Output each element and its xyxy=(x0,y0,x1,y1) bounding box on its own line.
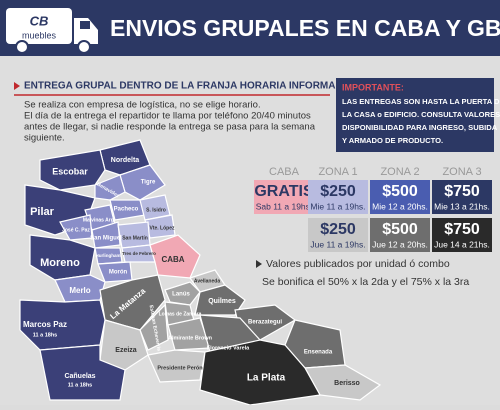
intro-line: El día de la entrega el repartidor te ll… xyxy=(24,111,311,122)
note-arrow xyxy=(256,260,262,268)
logo-text: muebles xyxy=(22,30,57,40)
schedule: Jue 14 a 21hs. xyxy=(434,239,490,249)
note: Valores publicados por unidad ó combo xyxy=(266,258,450,270)
region-label: Florencio Varela xyxy=(207,345,250,351)
region-label: Ezeiza xyxy=(115,347,137,354)
region-label: Berisso xyxy=(334,380,360,387)
region-label: Ensenada xyxy=(304,350,333,356)
region-label: Avellaneda xyxy=(194,278,220,284)
intro-line: Se realiza con empresa de logística, no … xyxy=(24,100,261,111)
schedule: Jue 12 a 20hs. xyxy=(372,239,428,249)
price-cell xyxy=(432,180,492,214)
region-label: Quilmes xyxy=(208,298,236,305)
price-cell xyxy=(370,180,430,214)
map-region xyxy=(194,284,246,316)
price: $500 xyxy=(382,183,418,200)
price-cell xyxy=(308,180,368,214)
map-region xyxy=(19,299,106,351)
price: $250 xyxy=(320,183,356,200)
price-cell xyxy=(308,218,368,252)
notice-text: LAS ENTREGAS SON HASTA LA PUERTA DE LA CA… xyxy=(342,97,500,145)
intro-line: siguiente. xyxy=(24,133,65,144)
region-schedule: 11 a 18hs xyxy=(68,382,92,388)
region-label: Malvinas Arg. xyxy=(83,217,116,223)
price: $750 xyxy=(444,221,480,238)
map-region xyxy=(94,174,126,201)
region-label: San Martín xyxy=(122,235,148,241)
schedule: Mie 13 a 21hs. xyxy=(434,201,490,211)
region-label: José C. Paz xyxy=(62,227,90,233)
schedule: Mie 11 a 19hs. xyxy=(310,201,365,211)
region-label: CABA xyxy=(161,255,184,264)
map-region xyxy=(164,281,201,306)
price-cell xyxy=(254,180,314,214)
intro-text: Se realiza con empresa de logística, no … xyxy=(24,100,316,144)
region-label: Pilar xyxy=(30,206,55,218)
zone-header: ZONA 3 xyxy=(442,166,481,178)
price-cell xyxy=(370,218,430,252)
region-label: Escobar xyxy=(52,166,88,176)
logo-mark: CB xyxy=(30,13,49,28)
map-region xyxy=(99,319,149,371)
notice-line: LA CASA o EDIFICIO. CONSULTA VALORES Y xyxy=(342,110,500,119)
map-region xyxy=(147,349,206,383)
zone-header: ZONA 1 xyxy=(318,166,357,178)
region-label: Tigre xyxy=(141,180,156,186)
region-label: Hurlingham xyxy=(95,253,120,258)
price: $750 xyxy=(444,183,480,200)
region-label: La Plata xyxy=(247,373,286,384)
region-label: Berazategui xyxy=(248,320,282,326)
notice-line: LAS ENTREGAS SON HASTA LA PUERTA DE xyxy=(342,97,500,106)
price: $250 xyxy=(320,221,356,238)
page-title: ENVIOS GRUPALES EN CABA Y GBA xyxy=(110,15,500,41)
notes: Valores publicados por unidad ó combo Se … xyxy=(256,258,469,288)
region-label: Nordelta xyxy=(111,157,140,164)
region-label: Vte. López xyxy=(149,225,175,231)
zone-header: CABA xyxy=(269,166,300,178)
intro-line: antes de llegar, si nadie responde la en… xyxy=(24,122,316,133)
region-label: Lanús xyxy=(172,292,190,298)
schedule: Sab 11 a 19hs. xyxy=(256,201,313,211)
schedule: Jue 11 a 19hs. xyxy=(310,239,365,249)
price-cell xyxy=(432,218,492,252)
notice-title: IMPORTANTE: xyxy=(342,82,404,92)
map-region xyxy=(139,303,169,351)
region-schedule: 11 a 18hs xyxy=(33,332,57,338)
zone-header: ZONA 2 xyxy=(380,166,419,178)
region-label: Merlo xyxy=(69,286,90,295)
region-label: Tres de Febrero xyxy=(122,251,156,256)
map-region xyxy=(39,344,126,401)
region-label: Cañuelas xyxy=(64,373,95,380)
map-region xyxy=(199,339,321,406)
region-label: Almirante Brown xyxy=(168,335,213,341)
heading-arrow xyxy=(14,82,20,90)
price: GRATIS xyxy=(254,183,314,200)
map-region xyxy=(91,221,121,249)
region-label: Lomas de Zamora xyxy=(159,311,202,317)
region-label: Marcos Paz xyxy=(23,320,67,329)
notice-line: Y ARMADO DE PRODUCTO. xyxy=(342,136,443,145)
region-label: Pacheco xyxy=(114,207,139,213)
region-label: S. Isidro xyxy=(146,207,166,213)
notice-box xyxy=(336,78,494,152)
region-label: Moreno xyxy=(40,257,80,269)
map-region xyxy=(59,214,93,241)
region-label: Presidente Perón xyxy=(157,365,203,371)
region-label: Morón xyxy=(109,270,128,276)
section-heading: ENTREGA GRUPAL DENTRO DE LA FRANJA HORAR… xyxy=(24,81,350,92)
notice-line: DISPONIBILIDAD PARA INGRESO, SUBIDA xyxy=(342,123,498,132)
note: Se bonifica el 50% x la 2da y el 75% x l… xyxy=(262,276,469,288)
schedule: Mie 12 a 20hs. xyxy=(372,201,428,211)
truck-logo xyxy=(6,8,98,54)
region-label: San Miguel xyxy=(90,236,122,242)
price: $500 xyxy=(382,221,418,238)
